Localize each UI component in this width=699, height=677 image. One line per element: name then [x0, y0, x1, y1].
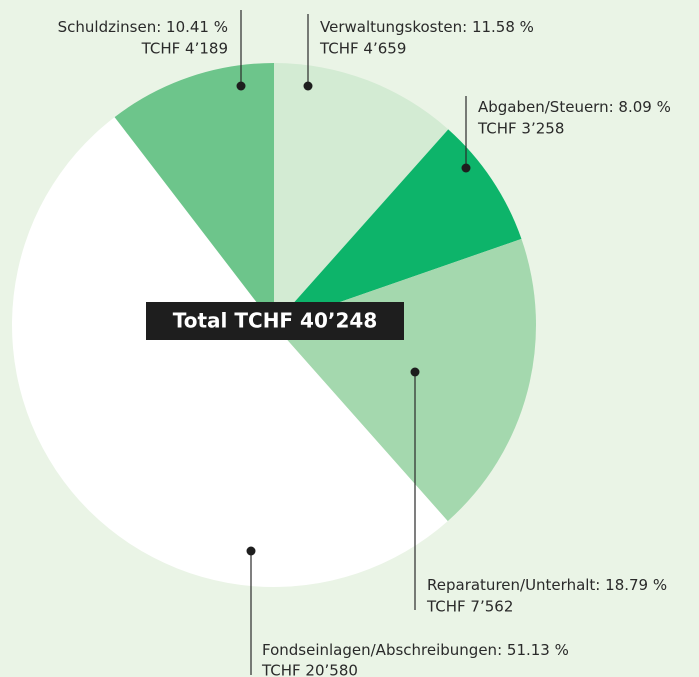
pie	[12, 63, 536, 587]
slice-label: Verwaltungskosten: 11.58 %	[320, 18, 534, 36]
value-label: 8.09 %	[618, 98, 670, 116]
slice-label: Reparaturen/Unterhalt: 18.79 %	[427, 576, 667, 594]
value-label: 18.79 %	[605, 576, 667, 594]
slice-label: Abgaben/Steuern: 8.09 %	[478, 98, 671, 116]
amount-label: TCHF 4’659	[319, 40, 406, 58]
slice-label: Schuldzinsen: 10.41 %	[58, 18, 228, 36]
amount-label: TCHF 4’189	[141, 40, 228, 58]
amount-label: TCHF 3’258	[477, 120, 564, 138]
slice	[114, 63, 275, 325]
leader-dot	[236, 81, 246, 91]
leader-dot	[303, 81, 313, 91]
category-name: Fondseinlagen/Abschreibungen:	[262, 641, 502, 659]
value-label: 51.13 %	[507, 641, 569, 659]
slice	[12, 117, 448, 587]
amount-label: TCHF 7’562	[426, 598, 513, 616]
leader-dot	[461, 163, 471, 173]
value-label: 10.41 %	[166, 18, 228, 36]
slice-label: Fondseinlagen/Abschreibungen: 51.13 %	[262, 641, 569, 659]
value-label: 11.58 %	[472, 18, 534, 36]
slice	[274, 129, 522, 325]
leader-dot	[246, 546, 256, 556]
category-name: Verwaltungskosten:	[320, 18, 467, 36]
category-name: Abgaben/Steuern:	[478, 98, 614, 116]
category-name: Reparaturen/Unterhalt:	[427, 576, 600, 594]
center-box	[146, 302, 404, 340]
slice	[274, 63, 449, 325]
center-label: Total TCHF 40’248	[173, 309, 377, 333]
leader-dot	[410, 367, 420, 377]
category-name: Schuldzinsen:	[58, 18, 162, 36]
amount-label: TCHF 20’580	[261, 662, 358, 677]
